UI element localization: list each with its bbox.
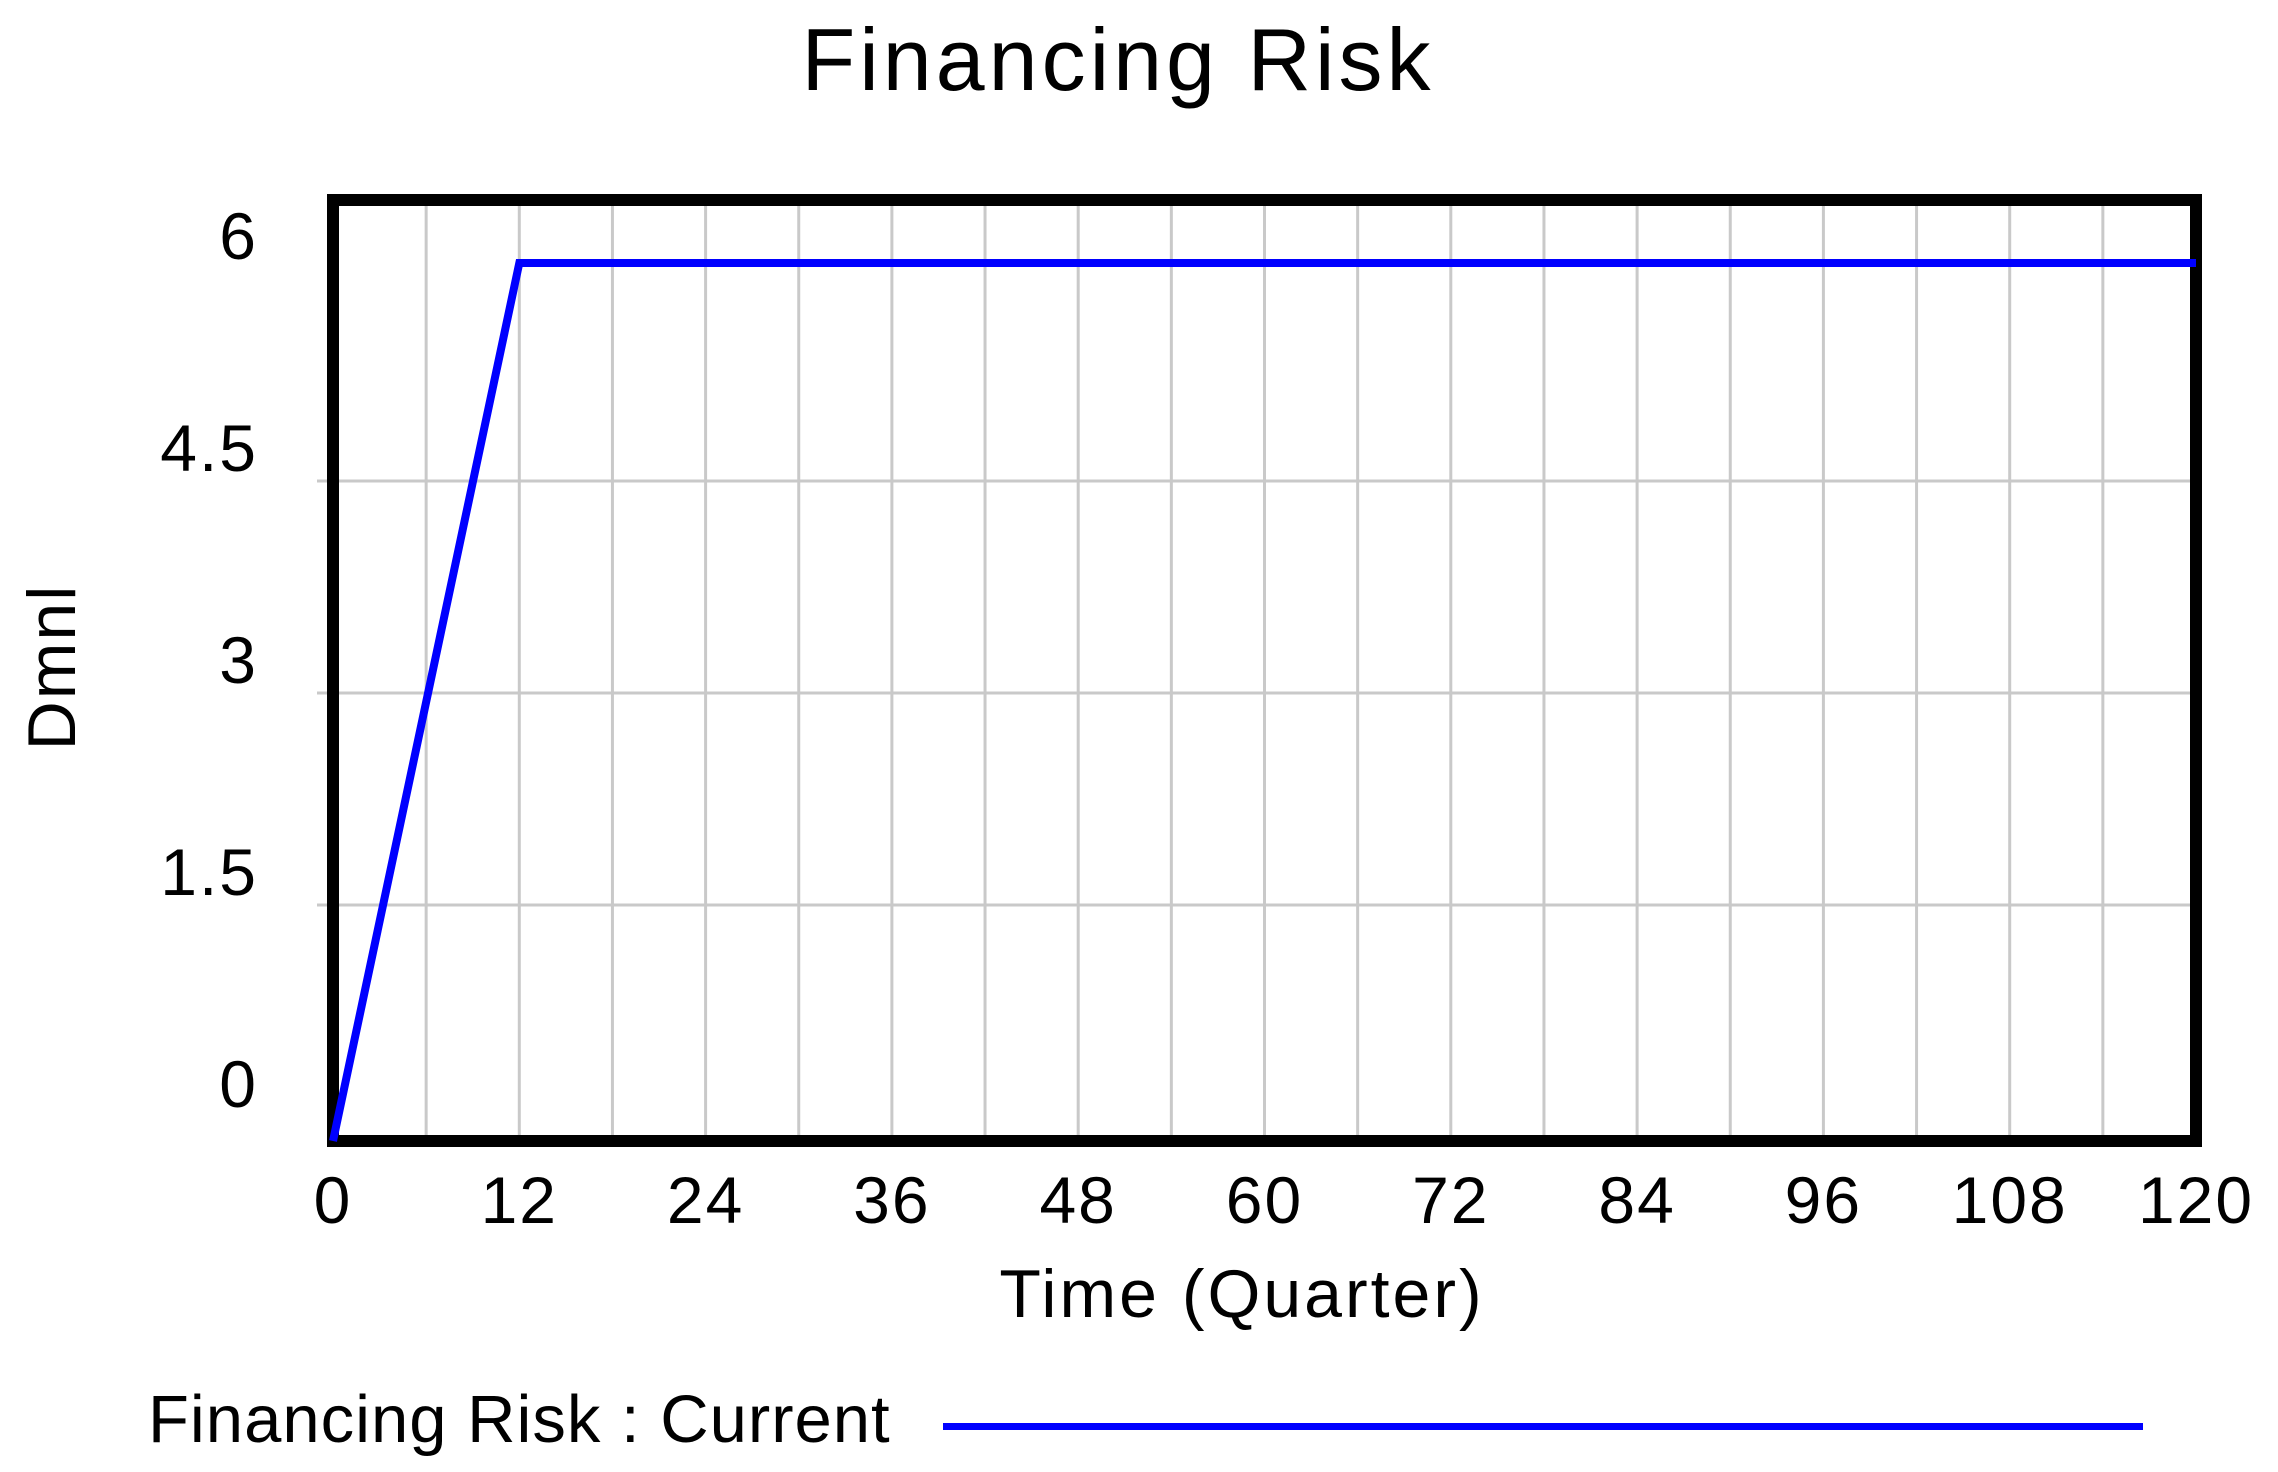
chart-title: Financing Risk bbox=[801, 10, 1435, 109]
y-tick-label: 6 bbox=[219, 199, 258, 273]
x-tick-label: 48 bbox=[1039, 1163, 1117, 1237]
plot-frame bbox=[327, 194, 2202, 1147]
x-tick-label: 72 bbox=[1412, 1163, 1490, 1237]
x-tick-label: 60 bbox=[1225, 1163, 1304, 1237]
x-tick-label: 96 bbox=[1784, 1163, 1863, 1237]
x-tick-label: 84 bbox=[1598, 1163, 1676, 1237]
y-tick-label: 0 bbox=[219, 1047, 258, 1121]
x-tick-label: 36 bbox=[853, 1163, 931, 1237]
legend-series-label: Financing Risk : Current bbox=[148, 1382, 891, 1457]
y-axis-title: Dmnl bbox=[14, 583, 90, 751]
series-line-financing-risk bbox=[329, 259, 2196, 1142]
x-tick-label: 24 bbox=[666, 1163, 745, 1237]
x-tick-label: 12 bbox=[480, 1163, 559, 1237]
legend-series-line-swatch bbox=[943, 1423, 2143, 1430]
x-tick-label: 108 bbox=[1951, 1163, 2068, 1237]
y-tick-label: 3 bbox=[219, 623, 258, 697]
x-tick-label: 120 bbox=[2137, 1163, 2255, 1237]
x-axis-title: Time (Quarter) bbox=[999, 1256, 1485, 1332]
y-tick-label: 4.5 bbox=[160, 411, 258, 485]
y-tick-label: 1.5 bbox=[160, 835, 258, 909]
x-tick-label: 0 bbox=[313, 1163, 353, 1237]
